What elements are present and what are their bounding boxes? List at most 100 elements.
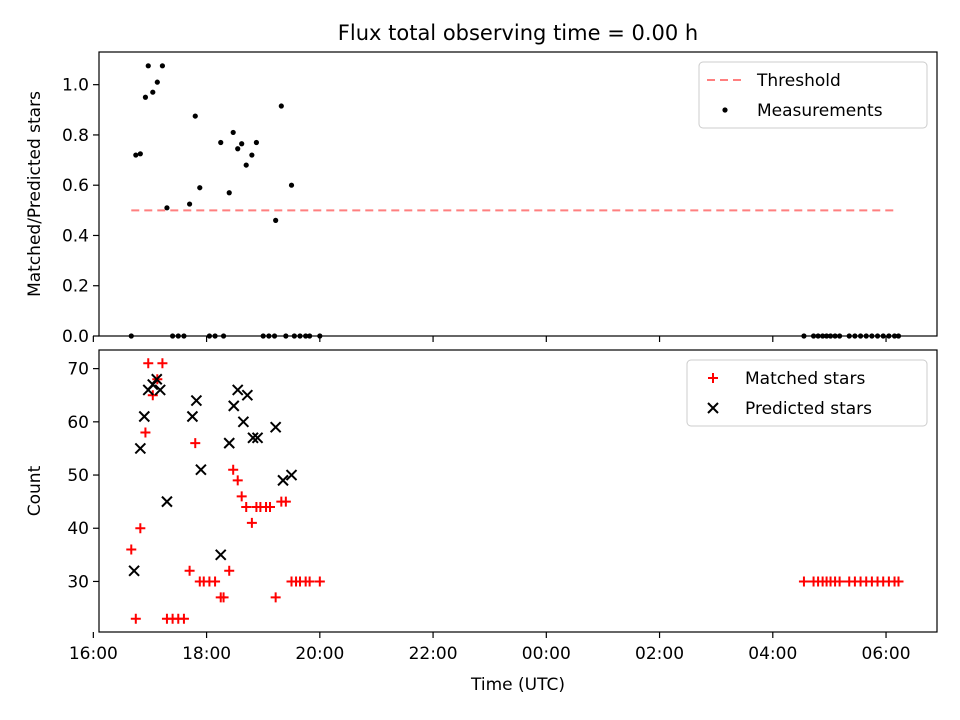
data-point <box>815 333 821 339</box>
data-point <box>130 613 141 624</box>
data-point <box>170 333 176 339</box>
data-point <box>317 333 323 339</box>
data-point <box>228 464 239 475</box>
data-point <box>128 565 140 577</box>
y-axis-label: Matched/Predicted stars <box>25 91 45 297</box>
data-point <box>137 151 143 157</box>
legend: Threshold Measurements <box>698 61 928 129</box>
data-point <box>218 592 229 603</box>
data-point <box>303 333 309 339</box>
data-point <box>218 139 224 146</box>
data-point <box>863 333 869 339</box>
data-point <box>150 89 156 95</box>
data-point <box>801 333 807 339</box>
data-point <box>708 373 718 383</box>
series-layer <box>126 358 904 624</box>
data-point <box>186 410 199 423</box>
data-point <box>278 103 284 109</box>
data-point <box>184 565 195 576</box>
data-point <box>143 358 154 369</box>
data-point <box>297 333 303 339</box>
data-point <box>142 94 149 100</box>
data-point <box>134 442 147 455</box>
data-point <box>190 394 203 407</box>
y-tick-label: 50 <box>67 466 89 486</box>
panel-top: 0.0 0.2 0.4 0.6 0.8 1.0 Matched/Predicted star… <box>25 51 938 347</box>
data-point <box>237 416 250 428</box>
legend-label: Matched stars <box>745 369 865 389</box>
data-point <box>307 333 313 339</box>
data-point <box>215 549 227 561</box>
data-point <box>895 333 902 339</box>
data-point <box>243 162 249 168</box>
y-tick-label: 0.6 <box>62 176 89 196</box>
data-point <box>253 139 260 146</box>
chart-title: Flux total observing time = 0.00 h <box>338 21 698 45</box>
data-point <box>857 333 864 339</box>
data-point <box>151 373 163 385</box>
data-point <box>212 333 218 339</box>
y-tick-label: 0.8 <box>62 126 89 146</box>
data-point <box>869 333 875 339</box>
data-point <box>128 333 134 339</box>
data-point <box>832 333 838 339</box>
legend-label: Measurements <box>757 101 883 121</box>
data-point <box>206 333 213 339</box>
data-point <box>283 333 289 339</box>
data-point <box>210 576 221 587</box>
x-tick-label: 00:00 <box>522 644 571 664</box>
data-point <box>846 333 852 339</box>
y-axis-label: Count <box>25 465 45 516</box>
data-point <box>271 333 278 339</box>
x-tick-label: 20:00 <box>295 644 344 664</box>
data-point <box>157 358 168 369</box>
data-point <box>707 402 719 414</box>
data-point <box>264 501 275 512</box>
data-point <box>820 333 826 339</box>
x-tick-label: 02:00 <box>635 644 684 664</box>
plot-layer: 0.0 0.2 0.4 0.6 0.8 1.0 Matched/Predicted star… <box>25 51 938 695</box>
data-point <box>197 185 203 191</box>
legend-box <box>686 359 928 427</box>
data-point <box>291 333 297 339</box>
y-tick-label: 0.2 <box>62 277 89 297</box>
data-point <box>249 152 255 158</box>
data-point <box>304 576 315 587</box>
x-tick-label: 22:00 <box>409 644 458 664</box>
data-point <box>228 400 240 412</box>
data-point <box>195 464 207 476</box>
data-point <box>288 182 295 188</box>
data-point <box>874 333 881 339</box>
data-point <box>273 217 279 223</box>
data-point <box>154 79 160 85</box>
y-tick-label: 60 <box>67 413 89 433</box>
data-point <box>852 333 858 339</box>
x-axis-label: Time (UTC) <box>470 675 565 695</box>
data-point <box>235 146 241 152</box>
series-measurements <box>128 63 902 339</box>
data-point <box>220 333 227 339</box>
series-layer <box>128 63 902 339</box>
data-point <box>226 190 232 196</box>
series-predicted-stars <box>128 373 298 577</box>
data-point <box>837 333 843 339</box>
y-tick-label: 40 <box>67 519 89 539</box>
data-point <box>880 333 886 339</box>
data-point <box>135 523 146 534</box>
y-tick-label: 1.0 <box>62 76 89 96</box>
data-point <box>280 496 291 507</box>
data-point <box>810 333 817 339</box>
data-point <box>269 421 282 433</box>
data-point <box>186 201 193 207</box>
data-point <box>178 613 189 624</box>
data-point <box>164 205 170 211</box>
data-point <box>798 576 809 587</box>
data-point <box>145 63 151 69</box>
data-point <box>277 474 289 487</box>
data-point <box>181 333 187 339</box>
data-point <box>154 384 166 396</box>
legend-label: Threshold <box>756 71 841 91</box>
legend: Matched stars Predicted stars <box>686 359 928 427</box>
data-point <box>886 333 892 339</box>
